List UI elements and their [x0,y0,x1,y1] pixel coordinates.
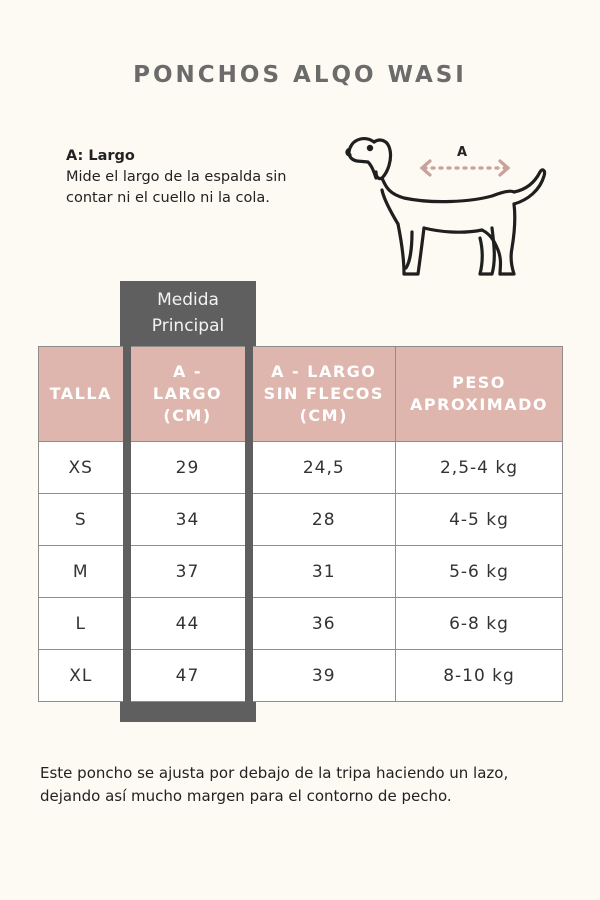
measurement-label: A: Largo [66,148,135,164]
header-talla: TALLA [38,346,127,442]
table-row: L 44 36 6-8 kg [38,597,563,650]
cell-largo-sin-flecos: 28 [248,493,396,546]
table-row: M 37 31 5-6 kg [38,545,563,598]
cell-largo: 47 [122,649,253,702]
cell-largo-sin-flecos: 39 [248,649,396,702]
dog-measurement-icon: A [345,137,547,276]
cell-largo: 34 [122,493,253,546]
cell-talla: XS [38,441,127,494]
diagram-arrow-label: A [457,145,467,160]
measurement-instructions: A: Largo Mide el largo de la espalda sin… [66,146,316,209]
cell-peso: 4-5 kg [395,493,563,546]
size-table: TALLA A - LARGO (CM) A - LARGO SIN FLECO… [38,346,563,702]
cell-largo-sin-flecos: 24,5 [248,441,396,494]
cell-largo: 29 [122,441,253,494]
main-measure-line1: Medida [157,290,219,310]
table-row: XL 47 39 8-10 kg [38,649,563,702]
main-measure-line2: Principal [151,316,225,336]
cell-peso: 2,5-4 kg [395,441,563,494]
header-largo: A - LARGO (CM) [122,346,253,442]
table-row: XS 29 24,5 2,5-4 kg [38,441,563,494]
cell-talla: M [38,545,127,598]
cell-largo-sin-flecos: 36 [248,597,396,650]
table-row: S 34 28 4-5 kg [38,493,563,546]
cell-talla: L [38,597,127,650]
cell-peso: 8-10 kg [395,649,563,702]
cell-largo-sin-flecos: 31 [248,545,396,598]
measurement-description: Mide el largo de la espalda sin contar n… [66,169,287,206]
table-header-row: TALLA A - LARGO (CM) A - LARGO SIN FLECO… [38,346,563,442]
cell-talla: XL [38,649,127,702]
page-title: PONCHOS ALQO WASI [133,62,467,88]
header-largo-sin-flecos: A - LARGO SIN FLECOS (CM) [248,346,396,442]
main-measure-tab: Medida Principal [120,281,256,347]
cell-peso: 5-6 kg [395,545,563,598]
fit-note: Este poncho se ajusta por debajo de la t… [40,764,509,805]
cell-largo: 44 [122,597,253,650]
header-peso: PESO APROXIMADO [395,346,563,442]
cell-largo: 37 [122,545,253,598]
cell-talla: S [38,493,127,546]
cell-peso: 6-8 kg [395,597,563,650]
